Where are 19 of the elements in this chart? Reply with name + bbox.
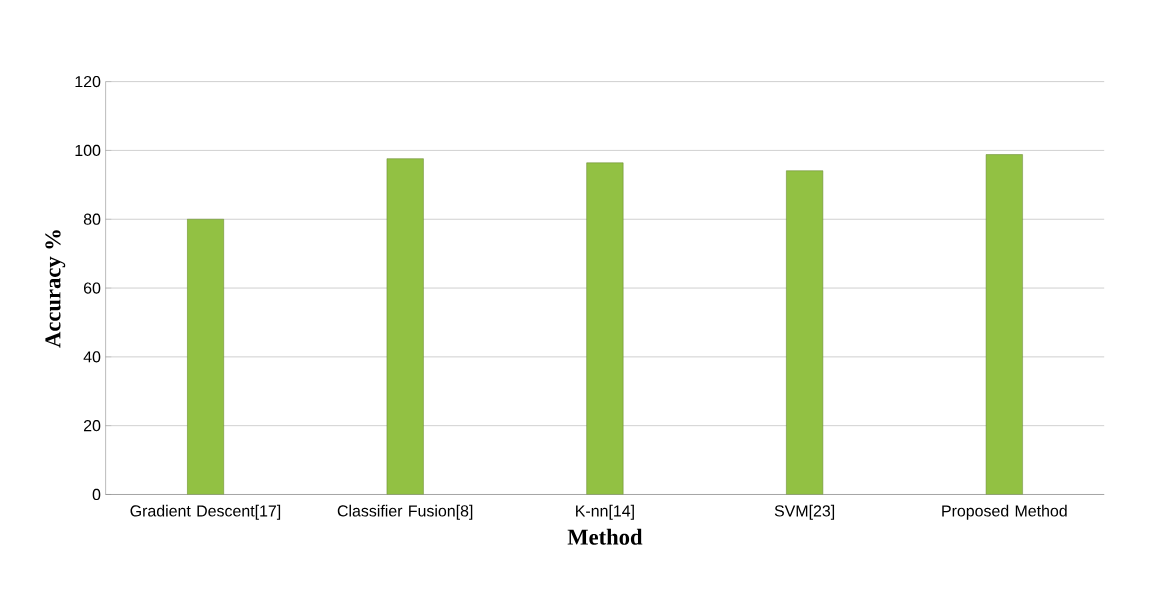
x-axis-title: Method [567,528,643,545]
x-tick-label: K-nn[14] [576,505,634,520]
y-tick-label: 120 [75,76,101,88]
y-tick-label: 40 [83,351,101,363]
bar [786,170,824,495]
y-tick-label: 20 [83,420,101,432]
x-tick-label: Classifier Fusion[8] [337,505,473,520]
x-tick-label: Gradient Descent[17] [130,505,281,520]
y-axis-title: Accuracy % [45,230,66,348]
x-tick-label: Proposed Method [942,505,1067,520]
y-tick-label: 60 [84,282,101,294]
bar [985,154,1023,495]
y-tick-label: 80 [83,213,101,226]
y-tick-label: 100 [75,144,101,157]
bar [186,219,224,495]
y-tick-label: 0 [92,488,101,501]
bar [586,162,624,495]
x-tick-label: SVM[23] [774,505,835,520]
bar [386,158,424,495]
